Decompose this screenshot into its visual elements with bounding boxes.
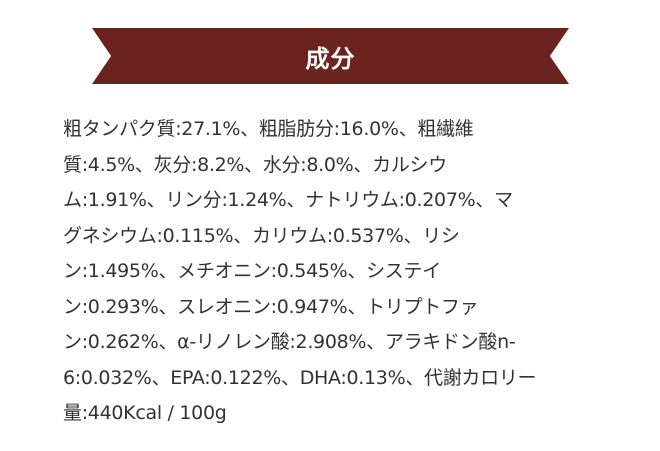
- ingredients-text: 粗タンパク質:27.1%、粗脂肪分:16.0%、粗繊維 質:4.5%、灰分:8.…: [63, 112, 623, 432]
- text-line: グネシウム:0.115%、カリウム:0.537%、リシ: [63, 224, 460, 247]
- text-line: ム:1.91%、リン分:1.24%、ナトリウム:0.207%、マ: [63, 189, 513, 211]
- text-line: ン:1.495%、メチオニン:0.545%、システイ: [63, 260, 441, 282]
- text-line: 量:440Kcal / 100g: [63, 402, 227, 424]
- section-title-banner: 成分: [92, 28, 569, 84]
- text-line: 6:0.032%、EPA:0.122%、DHA:0.13%、代謝カロリー: [63, 366, 537, 389]
- text-line: ン:0.293%、スレオニン:0.947%、トリプトファ: [63, 295, 479, 318]
- text-line: 粗タンパク質:27.1%、粗脂肪分:16.0%、粗繊維: [63, 118, 474, 140]
- text-line: 質:4.5%、灰分:8.2%、水分:8.0%、カルシウ: [63, 153, 447, 176]
- text-line: ン:0.262%、α-リノレン酸:2.908%、アラキドン酸n-: [63, 331, 516, 353]
- section-title: 成分: [305, 44, 356, 73]
